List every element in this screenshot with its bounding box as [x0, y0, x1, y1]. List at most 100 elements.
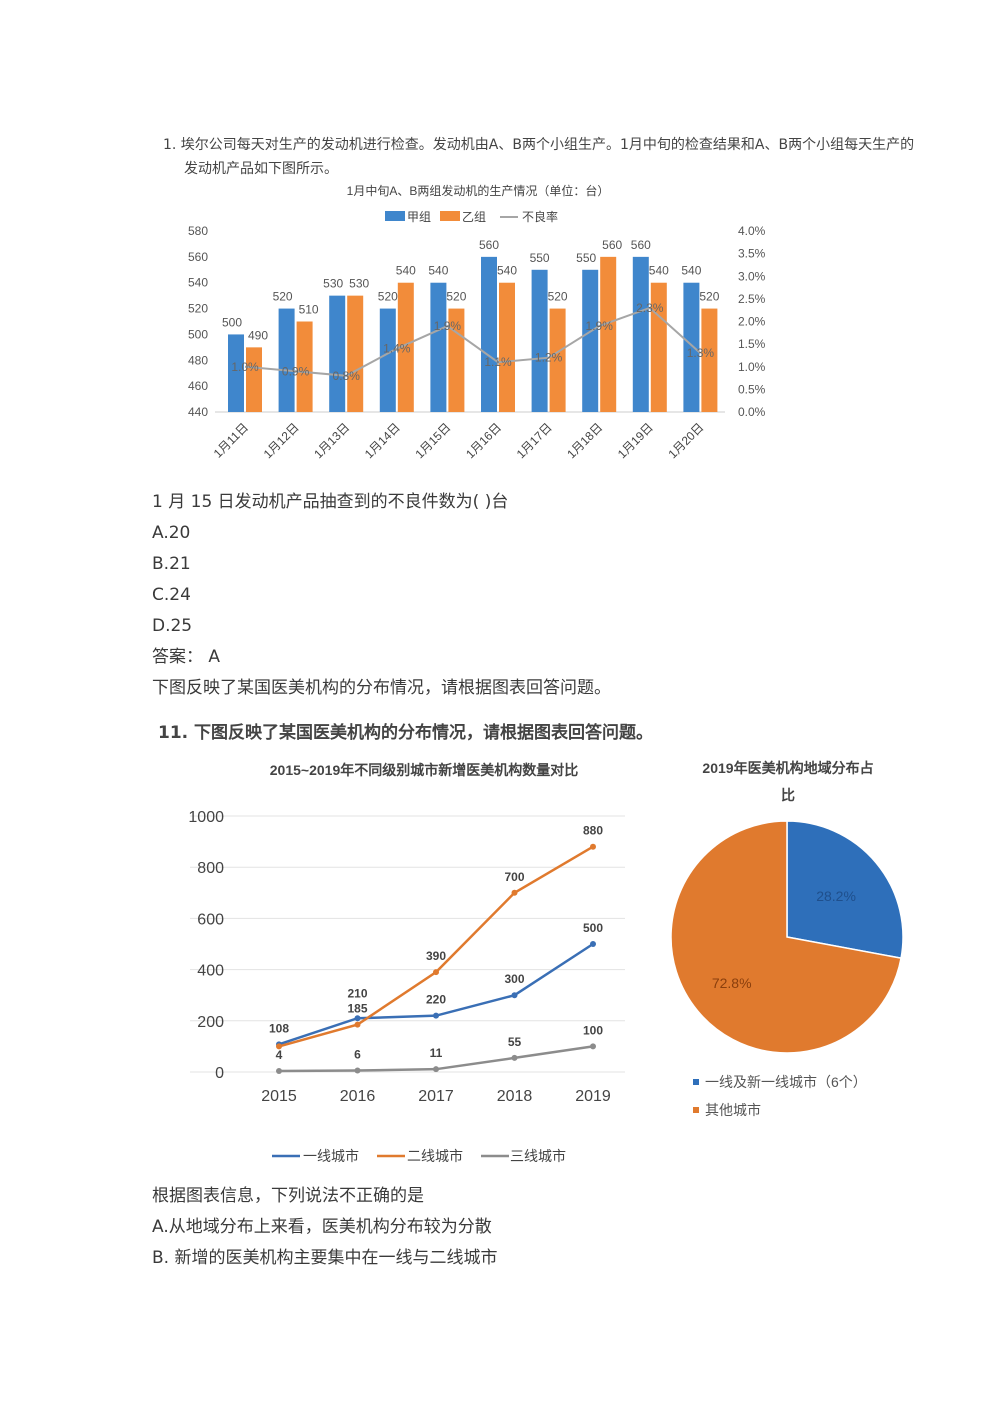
data-label-tier2: 700 — [504, 870, 524, 884]
defect-rate-label: 1.9% — [434, 319, 462, 333]
bar-data-label: 530 — [349, 277, 369, 291]
pie-slice-label: 72.8% — [712, 975, 752, 991]
point-tier2 — [433, 969, 439, 976]
defect-rate-label: 0.8% — [333, 369, 361, 383]
data-label-tier1: 220 — [426, 993, 446, 1007]
point-tier1 — [433, 1012, 439, 1019]
x-axis-tick-label: 1月13日 — [311, 420, 352, 461]
x-axis-tick-label: 2016 — [340, 1088, 376, 1105]
x-axis-tick-label: 1月15日 — [412, 420, 453, 461]
bar-yi — [296, 321, 313, 412]
data-label-tier3: 100 — [583, 1023, 603, 1037]
bar-yi — [650, 282, 667, 412]
y-axis-tick-label: 560 — [188, 250, 208, 264]
x-axis-tick-label: 1月14日 — [362, 420, 403, 461]
y-axis-tick-label: 540 — [188, 276, 208, 290]
data-label-tier2: 185 — [347, 1002, 367, 1016]
pie-chart-title-line1: 2019年医美机构地域分布占 — [702, 760, 873, 776]
defect-rate-label: 2.3% — [636, 301, 664, 315]
point-tier3 — [590, 1043, 596, 1050]
bar-yi — [347, 295, 364, 412]
x-axis-tick-label: 1月18日 — [564, 420, 605, 461]
defect-rate-label: 0.9% — [282, 364, 310, 378]
line-chart-title: 2015~2019年不同级别城市新增医美机构数量对比 — [270, 762, 578, 778]
legend-label-tier1-cities: 一线及新一线城市（6个） — [705, 1074, 867, 1090]
bar-yi — [397, 282, 414, 412]
legend-label-tier1: 一线城市 — [303, 1148, 359, 1164]
y2-axis-tick-label: 2.0% — [738, 315, 766, 329]
defect-rate-label: 1.1% — [484, 355, 512, 369]
point-tier1 — [590, 941, 596, 947]
bar-data-label: 560 — [602, 238, 622, 252]
y-axis-tick-label: 460 — [188, 379, 208, 393]
y2-axis-tick-label: 4.0% — [738, 224, 766, 238]
point-tier3 — [433, 1066, 439, 1073]
bar-data-label: 560 — [479, 238, 499, 252]
question2-prompt: 根据图表信息，下列说法不正确的是 — [152, 1186, 424, 1206]
pie-slice-tier1 — [786, 820, 904, 960]
bar-jia — [430, 282, 447, 412]
y2-axis-tick-label: 3.0% — [738, 269, 766, 283]
defect-rate-label: 1.4% — [383, 342, 411, 356]
data-label-tier2: 880 — [583, 824, 603, 838]
y-axis-tick-label: 440 — [188, 405, 208, 419]
y2-axis-tick-label: 1.5% — [738, 337, 766, 351]
question2-option-b: B. 新增的医美机构主要集中在一线与二线城市 — [152, 1248, 498, 1268]
pie-chart-title-line2: 比 — [781, 787, 795, 803]
legend-swatch-jia — [385, 211, 405, 221]
y-axis-tick-label: 580 — [188, 224, 208, 238]
bar-data-label: 550 — [530, 251, 550, 265]
y-axis-tick-label: 1000 — [188, 809, 224, 826]
data-label-tier3: 4 — [276, 1048, 283, 1062]
bar-data-label: 540 — [396, 264, 416, 278]
x-axis-tick-label: 1月11日 — [211, 420, 251, 460]
bar-data-label: 550 — [576, 251, 596, 265]
y-axis-tick-label: 200 — [197, 1014, 224, 1031]
data-label-tier3: 6 — [354, 1047, 361, 1061]
bar-data-label: 510 — [299, 303, 319, 317]
bar-data-label: 540 — [497, 264, 517, 278]
y-axis-tick-label: 500 — [188, 327, 208, 341]
x-axis-tick-label: 1月17日 — [514, 420, 555, 461]
bar-data-label: 520 — [378, 290, 398, 304]
point-tier3 — [511, 1054, 518, 1061]
option-d: D.25 — [152, 616, 193, 636]
line-chart-legend: 一线城市 二线城市 三线城市 — [272, 1148, 566, 1164]
bar-data-label: 500 — [222, 315, 242, 329]
legend-label-defect-rate: 不良率 — [522, 209, 558, 224]
bar-jia — [329, 295, 346, 412]
point-tier2 — [590, 843, 596, 850]
bar-data-label: 490 — [248, 328, 268, 342]
x-axis-tick-label: 1月20日 — [665, 420, 706, 461]
bar-yi — [499, 282, 515, 412]
bar-jia — [531, 269, 548, 412]
y2-axis-tick-label: 1.0% — [738, 360, 766, 374]
bar-data-label: 540 — [681, 264, 701, 278]
bar-data-label: 520 — [273, 290, 293, 304]
data-label-tier2: 390 — [426, 949, 446, 963]
legend-label-tier2: 二线城市 — [407, 1148, 463, 1164]
data-label-tier3: 11 — [430, 1046, 443, 1060]
legend-swatch-tier1 — [693, 1079, 699, 1085]
question2-lead: 下图反映了某国医美机构的分布情况，请根据图表回答问题。 — [152, 678, 611, 698]
data-label-tier1: 210 — [347, 987, 367, 1001]
defect-rate-label: 1.9% — [586, 319, 614, 333]
option-b: B.21 — [152, 554, 191, 574]
y-axis-tick-label: 800 — [197, 860, 224, 877]
y-axis-tick-label: 0 — [215, 1065, 224, 1082]
point-tier3 — [354, 1067, 361, 1074]
bar-yi — [600, 256, 617, 412]
bar-data-label: 560 — [631, 238, 651, 252]
pie-chart-legend: 一线及新一线城市（6个） 其他城市 — [693, 1074, 867, 1118]
x-axis-tick-label: 2018 — [497, 1088, 533, 1105]
defect-rate-label: 1.2% — [535, 351, 563, 365]
pie-slice-label: 28.2% — [816, 888, 856, 904]
defect-rate-label: 1.3% — [687, 346, 715, 360]
question1-intro-line1: 1. 埃尔公司每天对生产的发动机进行检查。发动机由A、B两个小组生产。1月中旬的… — [163, 137, 915, 153]
bar-jia — [228, 334, 244, 412]
legend-label-jia: 甲组 — [407, 210, 431, 224]
x-axis-tick-label: 1月12日 — [261, 420, 302, 461]
question1-prompt: 1 月 15 日发动机产品抽查到的不良件数为( )台 — [152, 492, 509, 512]
y-axis-tick-label: 480 — [188, 353, 208, 367]
legend-swatch-yi — [440, 211, 460, 221]
